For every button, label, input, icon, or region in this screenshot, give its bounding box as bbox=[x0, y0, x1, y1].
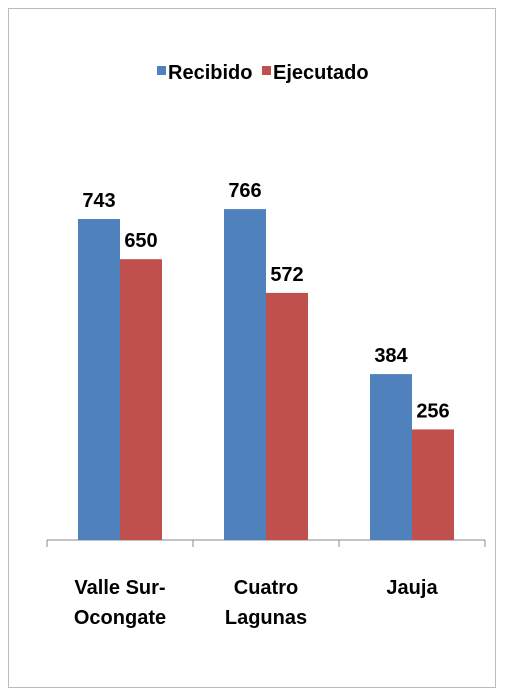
bar bbox=[224, 209, 266, 540]
legend-label: Ejecutado bbox=[273, 62, 369, 84]
legend-swatch bbox=[157, 66, 166, 75]
x-tick-label: Valle Sur-Ocongate bbox=[73, 577, 167, 629]
chart-frame bbox=[8, 8, 496, 688]
data-label: 650 bbox=[124, 230, 157, 252]
bar bbox=[120, 259, 162, 540]
data-label: 743 bbox=[82, 190, 115, 212]
x-tick-label: Jauja bbox=[386, 577, 438, 599]
legend-swatch bbox=[262, 66, 271, 75]
data-label: 572 bbox=[270, 264, 303, 286]
data-label: 256 bbox=[416, 400, 449, 422]
x-tick-label: Cuatro Lagunas bbox=[224, 577, 308, 629]
data-label: 766 bbox=[228, 180, 261, 202]
legend-label: Recibido bbox=[168, 62, 252, 84]
bar bbox=[370, 374, 412, 540]
bar bbox=[412, 429, 454, 540]
data-label: 384 bbox=[374, 345, 408, 367]
bar bbox=[78, 219, 120, 541]
bar bbox=[266, 292, 308, 540]
